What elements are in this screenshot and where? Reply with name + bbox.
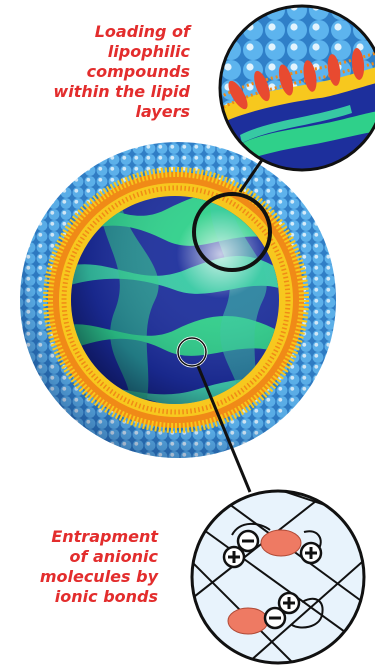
plus-ion-icon: [222, 545, 246, 569]
plus-ion-icon: [299, 541, 323, 565]
zoom-callout-bottom: [176, 336, 366, 665]
lipophilic-loading-label: Loading of lipophilic compounds within t…: [53, 22, 190, 121]
inner-core: [71, 196, 279, 404]
minus-ion-icon: [263, 606, 287, 630]
anionic-entrapment-label: Entrapment of anionic molecules by ionic…: [39, 527, 158, 606]
plus-ion-icon: [277, 591, 301, 615]
zoom-callout-top: [192, 4, 375, 272]
minus-ion-icon: [236, 529, 260, 553]
